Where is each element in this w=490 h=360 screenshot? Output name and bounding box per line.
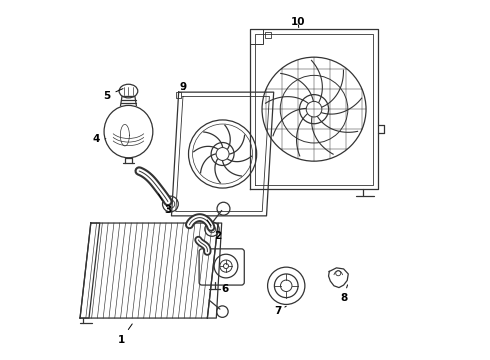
Text: 1: 1 xyxy=(118,324,132,345)
Text: 6: 6 xyxy=(221,284,229,294)
Text: 8: 8 xyxy=(340,285,347,303)
Bar xyxy=(265,32,271,39)
Text: 4: 4 xyxy=(93,134,106,144)
Text: 10: 10 xyxy=(291,17,305,28)
Text: 3: 3 xyxy=(158,194,172,216)
Bar xyxy=(176,92,181,98)
Text: 5: 5 xyxy=(103,89,123,101)
Text: 7: 7 xyxy=(275,306,286,316)
Text: 9: 9 xyxy=(180,82,187,92)
Bar xyxy=(250,30,263,44)
Text: 2: 2 xyxy=(207,220,222,240)
